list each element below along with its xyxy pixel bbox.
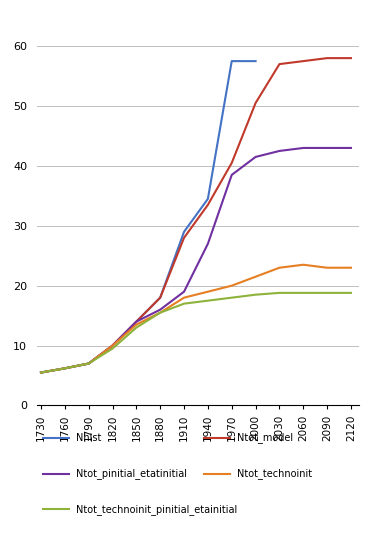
Ntot_model bbox=[110, 342, 115, 349]
Line: Ntot_pinitial_etatinitial: Ntot_pinitial_etatinitial bbox=[41, 148, 351, 373]
Nhist bbox=[229, 58, 234, 64]
Nhist bbox=[206, 195, 210, 202]
Ntot_technoinit bbox=[134, 321, 139, 328]
Text: Ntot_pinitial_etatinitial: Ntot_pinitial_etatinitial bbox=[75, 468, 186, 479]
Ntot_model bbox=[158, 294, 162, 301]
Ntot_technoinit_pinitial_etainitial bbox=[39, 369, 43, 376]
Ntot_technoinit_pinitial_etainitial bbox=[158, 309, 162, 316]
Ntot_pinitial_etatinitial bbox=[349, 145, 353, 151]
Ntot_technoinit bbox=[182, 294, 186, 301]
Ntot_model bbox=[182, 234, 186, 241]
Ntot_model bbox=[325, 55, 329, 62]
Ntot_technoinit bbox=[206, 288, 210, 295]
Line: Ntot_model: Ntot_model bbox=[41, 58, 351, 373]
Ntot_technoinit_pinitial_etainitial bbox=[134, 325, 139, 331]
Nhist bbox=[158, 294, 162, 301]
Line: Ntot_technoinit: Ntot_technoinit bbox=[41, 265, 351, 373]
Nhist bbox=[63, 365, 67, 372]
Ntot_model bbox=[301, 58, 306, 64]
Nhist bbox=[39, 369, 43, 376]
Ntot_model bbox=[277, 61, 282, 68]
Ntot_technoinit bbox=[301, 261, 306, 268]
Ntot_pinitial_etatinitial bbox=[182, 288, 186, 295]
Ntot_pinitial_etatinitial bbox=[39, 369, 43, 376]
Ntot_technoinit bbox=[110, 342, 115, 349]
Ntot_pinitial_etatinitial bbox=[277, 148, 282, 154]
Line: Nhist: Nhist bbox=[41, 61, 256, 373]
Ntot_model bbox=[39, 369, 43, 376]
Ntot_technoinit bbox=[349, 265, 353, 271]
Ntot_model bbox=[253, 100, 258, 106]
Ntot_model bbox=[134, 319, 139, 325]
Nhist bbox=[87, 360, 91, 367]
Ntot_technoinit_pinitial_etainitial bbox=[277, 289, 282, 296]
Ntot_model bbox=[229, 160, 234, 166]
Ntot_pinitial_etatinitial bbox=[134, 319, 139, 325]
Ntot_technoinit bbox=[158, 309, 162, 316]
Ntot_technoinit_pinitial_etainitial bbox=[253, 292, 258, 298]
Nhist bbox=[134, 319, 139, 325]
Ntot_technoinit bbox=[229, 282, 234, 289]
Text: Ntot_model: Ntot_model bbox=[236, 433, 293, 443]
Ntot_technoinit bbox=[277, 265, 282, 271]
Ntot_technoinit_pinitial_etainitial bbox=[301, 289, 306, 296]
Ntot_model bbox=[63, 365, 67, 372]
Ntot_pinitial_etatinitial bbox=[253, 154, 258, 160]
Ntot_technoinit bbox=[63, 365, 67, 372]
Nhist bbox=[110, 342, 115, 349]
Ntot_pinitial_etatinitial bbox=[158, 306, 162, 313]
Ntot_pinitial_etatinitial bbox=[229, 172, 234, 178]
Line: Ntot_technoinit_pinitial_etainitial: Ntot_technoinit_pinitial_etainitial bbox=[41, 293, 351, 373]
Ntot_technoinit bbox=[253, 273, 258, 280]
Ntot_pinitial_etatinitial bbox=[63, 365, 67, 372]
Ntot_technoinit_pinitial_etainitial bbox=[349, 289, 353, 296]
Ntot_technoinit_pinitial_etainitial bbox=[87, 360, 91, 367]
Ntot_technoinit_pinitial_etainitial bbox=[182, 300, 186, 307]
Ntot_technoinit_pinitial_etainitial bbox=[325, 289, 329, 296]
Ntot_pinitial_etatinitial bbox=[110, 342, 115, 349]
Text: Ntot_technoinit_pinitial_etainitial: Ntot_technoinit_pinitial_etainitial bbox=[75, 504, 237, 515]
Nhist bbox=[182, 228, 186, 235]
Ntot_pinitial_etatinitial bbox=[301, 145, 306, 151]
Ntot_technoinit_pinitial_etainitial bbox=[229, 294, 234, 301]
Ntot_model bbox=[349, 55, 353, 62]
Ntot_model bbox=[87, 360, 91, 367]
Ntot_technoinit bbox=[39, 369, 43, 376]
Nhist bbox=[253, 58, 258, 64]
Ntot_pinitial_etatinitial bbox=[206, 240, 210, 247]
Ntot_technoinit_pinitial_etainitial bbox=[206, 298, 210, 304]
Ntot_technoinit bbox=[87, 360, 91, 367]
Text: Nhist: Nhist bbox=[75, 433, 101, 443]
Text: Ntot_technoinit: Ntot_technoinit bbox=[236, 468, 312, 479]
Ntot_pinitial_etatinitial bbox=[325, 145, 329, 151]
Ntot_model bbox=[206, 201, 210, 208]
Ntot_technoinit_pinitial_etainitial bbox=[110, 346, 115, 352]
Ntot_pinitial_etatinitial bbox=[87, 360, 91, 367]
Ntot_technoinit bbox=[325, 265, 329, 271]
Ntot_technoinit_pinitial_etainitial bbox=[63, 365, 67, 372]
